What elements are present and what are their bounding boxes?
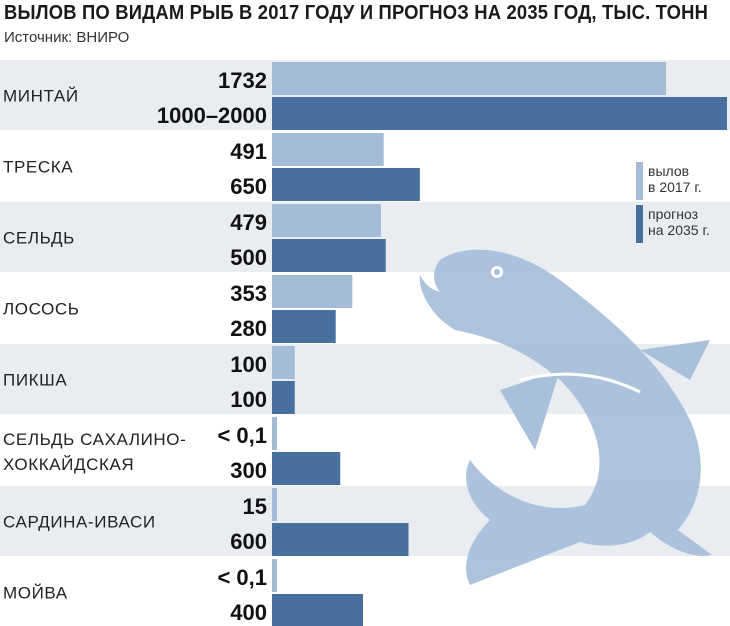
legend-label: прогноз [648, 206, 698, 222]
data-label: 1000–2000 [157, 103, 267, 128]
chart-source: Источник: ВНИРО [4, 29, 130, 46]
data-label: 500 [230, 245, 267, 270]
bar [272, 310, 336, 343]
bar [272, 275, 353, 308]
data-label: < 0,1 [217, 423, 267, 448]
bar [272, 381, 295, 414]
data-label: 1732 [218, 68, 267, 93]
data-label: 100 [230, 387, 267, 412]
data-label: 600 [230, 529, 267, 554]
fish-pupil [494, 269, 500, 275]
data-label: 479 [230, 210, 267, 235]
bar [272, 594, 363, 626]
category-label: СЕЛЬДЬ [3, 229, 75, 248]
bar [272, 239, 386, 272]
bar [272, 97, 727, 130]
data-label: 650 [230, 174, 267, 199]
category-label: ТРЕСКА [3, 158, 73, 177]
bar [272, 417, 277, 450]
category-label: САРДИНА-ИВАСИ [3, 513, 156, 532]
legend-swatch [636, 162, 643, 200]
legend-label: в 2017 г. [648, 179, 702, 195]
bar [272, 346, 295, 379]
bar [272, 133, 384, 166]
bar [272, 452, 341, 485]
bar [272, 488, 277, 521]
data-label: 353 [230, 281, 267, 306]
data-label: 400 [230, 600, 267, 625]
bar [272, 204, 381, 237]
bar [272, 559, 277, 592]
bar [272, 62, 667, 95]
category-label: МИНТАЙ [3, 87, 79, 106]
legend-swatch [636, 205, 643, 243]
fish-gill-line [519, 372, 641, 394]
fish-dorsal-fin [640, 340, 710, 380]
data-label: 491 [230, 139, 267, 164]
category-label: ХОККАЙДСКАЯ [3, 455, 134, 474]
chart-title: ВЫЛОВ ПО ВИДАМ РЫБ В 2017 ГОДУ И ПРОГНОЗ… [4, 2, 709, 24]
category-label: ЛОСОСЬ [3, 300, 80, 319]
bar [272, 168, 420, 201]
legend-label: вылов [648, 163, 689, 179]
category-label: МОЙВА [3, 584, 68, 603]
fish-body [419, 249, 712, 585]
legend-label: на 2035 г. [648, 222, 710, 238]
bar [272, 523, 409, 556]
data-label: < 0,1 [217, 565, 267, 590]
fish-pectoral-fin [500, 370, 560, 450]
data-label: 300 [230, 458, 267, 483]
data-label: 100 [230, 352, 267, 377]
category-label: ПИКША [3, 371, 67, 390]
data-label: 15 [243, 494, 267, 519]
category-label: СЕЛЬДЬ САХАЛИНО- [3, 430, 186, 449]
fish-illustration [419, 249, 712, 585]
data-label: 280 [230, 316, 267, 341]
